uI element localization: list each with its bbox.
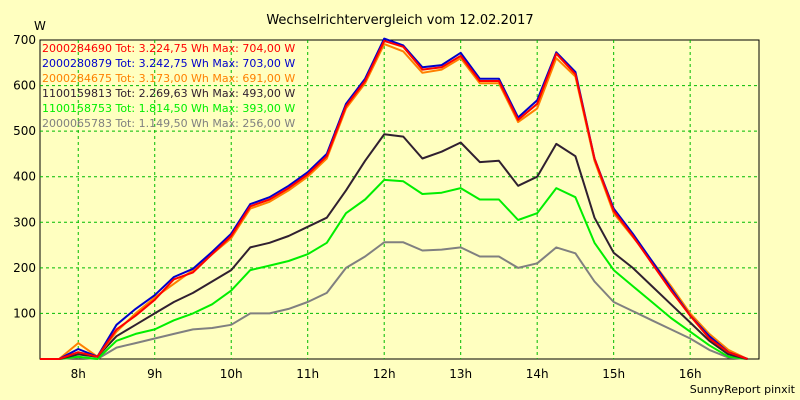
series-line-1100159813 — [40, 133, 748, 360]
legend-item: 2000280879 Tot: 3.242,75 Wh Max: 703,00 … — [42, 57, 295, 70]
footer-credit: SunnyReport pinxit — [690, 383, 796, 396]
y-tick-label: 500 — [13, 124, 36, 138]
y-tick-label: 100 — [13, 306, 36, 320]
y-tick-label: 400 — [13, 170, 36, 184]
x-tick-label: 16h — [679, 367, 702, 381]
chart-title: Wechselrichtervergleich vom 12.02.2017 — [266, 13, 533, 28]
series-group — [40, 37, 748, 360]
y-axis-unit: W — [34, 19, 46, 33]
y-tick-label: 300 — [13, 215, 36, 229]
grid — [40, 40, 759, 359]
legend-item: 2000065783 Tot: 1.149,50 Wh Max: 256,00 … — [42, 117, 295, 130]
series-line-2000280879 — [40, 37, 748, 360]
series-line-1100158753 — [40, 178, 748, 360]
y-tick-label: 200 — [13, 261, 36, 275]
legend-item: 2000284690 Tot: 3.224,75 Wh Max: 704,00 … — [42, 42, 295, 55]
series-line-2000065783 — [40, 241, 748, 360]
y-tick-label: 700 — [13, 33, 36, 47]
x-tick-label: 11h — [296, 367, 319, 381]
y-tick-label: 600 — [13, 79, 36, 93]
tick-labels: 100 200 300 400 500 600 700 8h 9h 10h 11h 12h 13h 14h… — [13, 33, 702, 381]
legend: 2000284690 Tot: 3.224,75 Wh Max: 704,00 … — [42, 42, 295, 130]
legend-item: 1100159813 Tot: 2.269,63 Wh Max: 493,00 … — [42, 87, 295, 100]
x-tick-label: 14h — [526, 367, 549, 381]
x-tick-label: 15h — [602, 367, 625, 381]
x-tick-label: 9h — [147, 367, 162, 381]
x-tick-label: 13h — [449, 367, 472, 381]
legend-item: 1100158753 Tot: 1.814,50 Wh Max: 393,00 … — [42, 102, 295, 115]
x-tick-label: 10h — [220, 367, 243, 381]
legend-item: 2000284675 Tot: 3.173,00 Wh Max: 691,00 … — [42, 72, 295, 85]
x-tick-label: 8h — [71, 367, 86, 381]
series-line-2000284690 — [40, 39, 748, 360]
x-tick-label: 12h — [373, 367, 396, 381]
plot-area — [39, 39, 760, 360]
